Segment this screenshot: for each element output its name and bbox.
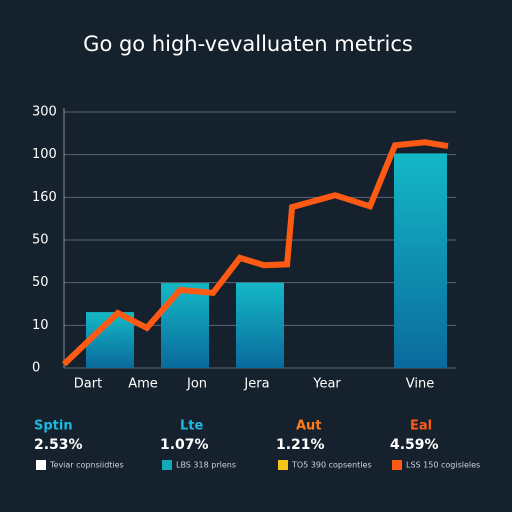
legend-swatch [162,460,172,470]
y-tick-label: 50 [32,233,49,248]
legend-stat: 4.59% [390,437,439,453]
y-tick-label: 10 [32,318,49,333]
legend-name: Aut [296,419,322,434]
chart-title: Go go high-vevalluaten metrics [83,32,413,56]
legend-name: Eal [410,419,432,434]
legend-note: LSS 150 cogisleles [406,461,480,470]
legend-stat: 1.21% [276,437,325,453]
y-tick-label: 0 [32,361,40,376]
trend-line [61,139,449,367]
y-tick-label: 160 [32,190,57,205]
legend-swatch [36,460,46,470]
legend-stat: 1.07% [160,437,209,453]
y-tick-label: 50 [32,275,49,290]
legend-swatch [392,460,402,470]
legend-note: LBS 318 prlens [176,461,236,470]
bar [161,283,209,368]
legend-name: Lte [180,419,203,434]
x-tick-label: Jon [186,377,207,392]
x-tick-label: Year [312,377,341,392]
y-tick-label: 300 [32,105,57,120]
legend-stat: 2.53% [34,437,83,453]
legend-note: TO5 390 copsentles [291,461,372,470]
legend-name: Sptin [34,419,73,434]
x-tick-label: Vine [406,377,434,392]
bar [394,153,447,368]
bar [236,282,284,368]
x-tick-label: Dart [74,377,102,392]
legend-swatch [278,460,288,470]
x-tick-label: Jera [243,377,269,392]
y-tick-label: 100 [32,147,57,162]
legend-note: Teviar copnsiidties [49,461,124,470]
x-tick-label: Ame [128,377,158,392]
